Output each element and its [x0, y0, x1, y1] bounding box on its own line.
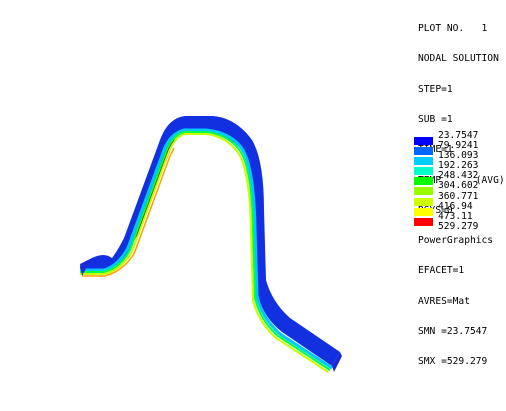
rsys-value: RSYS=0 [418, 204, 453, 216]
strip-edge-band-mid [80, 131, 331, 371]
legend-label: 23.7547 [438, 130, 479, 141]
strip-edge-band-hot [82, 147, 175, 277]
legend-label: 416.94 [438, 200, 473, 212]
step-value: STEP=1 [418, 83, 453, 95]
legend-swatch [414, 187, 433, 196]
legend-swatch [414, 207, 433, 216]
avres-value: AVRES=Mat [418, 295, 470, 307]
legend-swatch [414, 147, 433, 156]
legend-swatch [414, 137, 433, 145]
legend-swatch [414, 167, 433, 176]
graphics-mode: PowerGraphics [418, 235, 494, 247]
sub-value: SUB =1 [418, 114, 453, 126]
legend-label: 79.9241 [438, 140, 479, 152]
strip-right-end [332, 352, 342, 372]
solution-type: NODAL SOLUTION [418, 53, 499, 65]
legend-swatch [414, 177, 433, 186]
max-value: SMX =529.279 [418, 356, 488, 368]
strip-top-face [80, 116, 340, 366]
min-value: SMN =23.7547 [418, 326, 488, 337]
time-value: TIME=1 [418, 144, 453, 156]
legend-label: 360.771 [438, 190, 479, 202]
legend-label: 529.279 [438, 220, 479, 232]
legend-label: 304.602 [438, 180, 479, 192]
strip-edge-band-outer [80, 128, 333, 370]
plot-number: PLOT NO. 1 [418, 23, 488, 35]
legend-label: 248.432 [438, 170, 479, 182]
strip-left-end [80, 258, 92, 276]
legend-label: 192.263 [438, 160, 479, 172]
legend-label: 136.093 [438, 150, 479, 162]
legend-swatch [414, 157, 433, 166]
strip-edge-band-warm [80, 133, 329, 373]
legend-swatch [414, 197, 433, 206]
legend-label: 473.11 [438, 210, 473, 222]
efacet-value: EFACET=1 [418, 265, 465, 277]
legend-swatch [414, 217, 433, 226]
